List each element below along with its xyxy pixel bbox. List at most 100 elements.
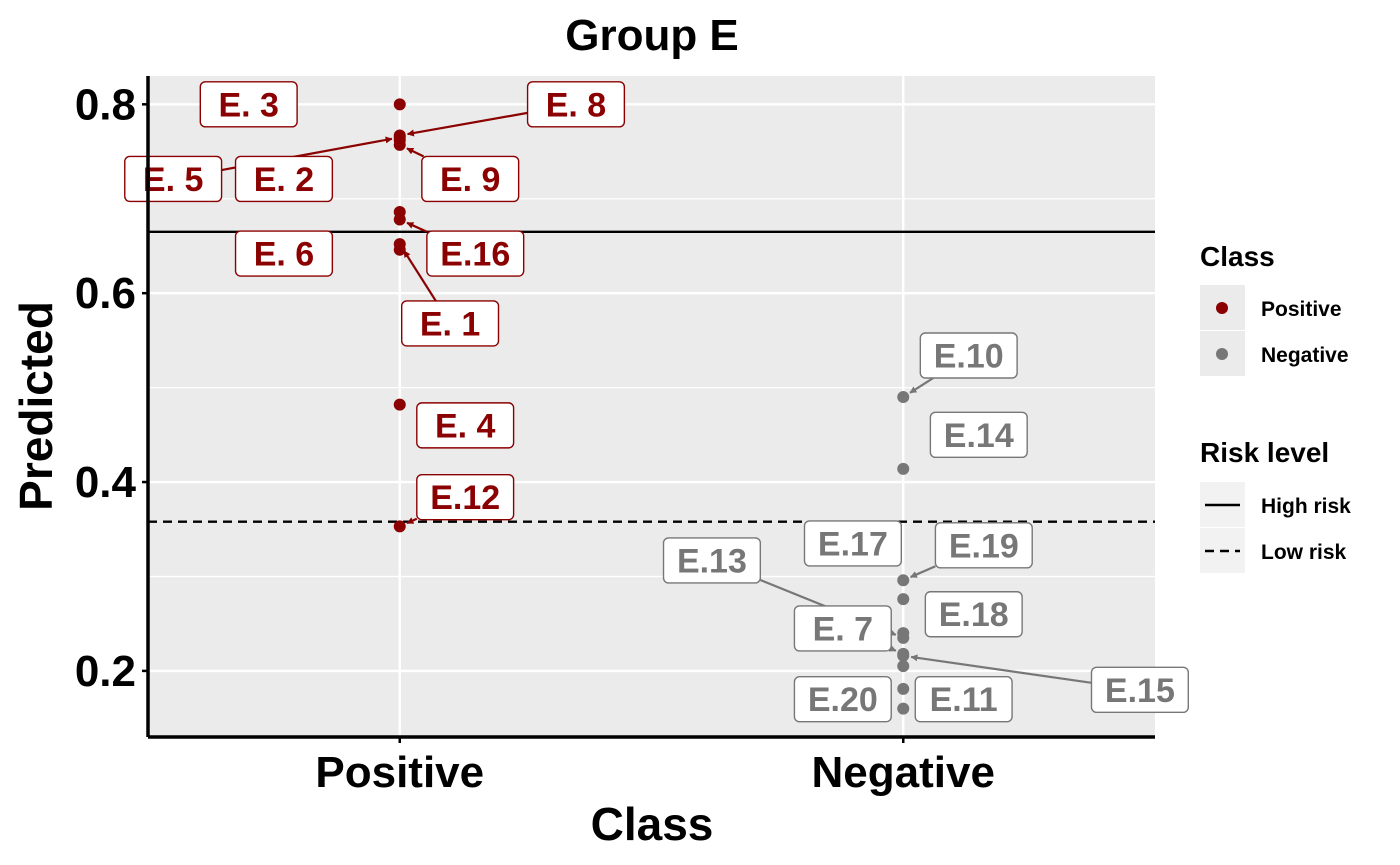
data-label-text: E.11 xyxy=(930,681,998,719)
x-tick-label-negative: Negative xyxy=(812,748,995,797)
point-e-3 xyxy=(393,98,406,111)
data-label-box xyxy=(929,411,1028,459)
legend-label-high-risk: High risk xyxy=(1261,495,1351,518)
legend-label-positive: Positive xyxy=(1261,298,1342,321)
data-label-text: E.18 xyxy=(939,596,1009,634)
data-label-e-10: E.10 xyxy=(919,332,1018,379)
connector-e-12 xyxy=(406,517,418,525)
data-label-e-18: E.18 xyxy=(924,591,1023,638)
data-label-e-8: E. 8 xyxy=(526,81,626,128)
legend-risk-title: Risk level xyxy=(1200,437,1329,468)
data-label-box xyxy=(793,676,892,723)
data-label-box xyxy=(199,81,298,128)
legend: Class Positive Negative Risk level High … xyxy=(1200,241,1351,573)
data-label-text: E.12 xyxy=(430,479,500,517)
data-label-e-19: E.19 xyxy=(934,522,1033,569)
connector-e-7 xyxy=(888,645,897,652)
axes: 0.2 0.4 0.6 0.8 Positive Negative xyxy=(75,76,1155,797)
data-label-text: E. 5 xyxy=(143,161,203,199)
data-label-box xyxy=(662,537,762,584)
data-label-box xyxy=(924,591,1023,638)
connector-e-8 xyxy=(406,111,528,137)
connector-e-10 xyxy=(909,377,934,394)
y-axis-title: Predicted xyxy=(10,301,62,511)
y-tick-label-0-2: 0.2 xyxy=(75,647,136,696)
data-label-box xyxy=(234,155,334,203)
point-e-17 xyxy=(897,593,910,606)
data-label-box xyxy=(919,332,1018,379)
connector-e-9 xyxy=(406,147,425,158)
data-label-text: E. 1 xyxy=(420,305,480,343)
data-label-e-20: E.20 xyxy=(793,676,892,723)
connector-e-15 xyxy=(910,654,1092,684)
data-label-box xyxy=(421,155,520,203)
point-e-16 xyxy=(393,213,406,226)
data-label-text: E.16 xyxy=(440,236,510,274)
x-tick-label-positive: Positive xyxy=(315,748,484,797)
legend-class-title: Class xyxy=(1200,241,1275,272)
data-label-text: E. 2 xyxy=(254,161,314,199)
data-label-text: E.13 xyxy=(677,542,747,580)
point-e-20 xyxy=(897,682,910,695)
legend-key-positive xyxy=(1216,302,1228,314)
data-label-box xyxy=(914,676,1013,723)
data-label-text: E. 9 xyxy=(440,161,500,199)
legend-key-negative xyxy=(1216,348,1228,360)
data-label-box xyxy=(934,522,1033,569)
y-tick-label-0-8: 0.8 xyxy=(75,80,136,129)
data-label-e-11: E.11 xyxy=(914,676,1013,723)
point-e-10 xyxy=(897,391,910,404)
data-label-e-9: E. 9 xyxy=(421,155,520,203)
data-label-box xyxy=(526,81,626,128)
data-label-text: E.19 xyxy=(949,527,1019,565)
point-e-4 xyxy=(393,398,406,411)
point-e-13 xyxy=(897,631,910,644)
data-label-text: E. 7 xyxy=(813,610,873,648)
connector-e-1 xyxy=(403,250,437,302)
data-label-box xyxy=(426,230,525,277)
data-label-e-6: E. 6 xyxy=(234,230,334,277)
data-label-e-5: E. 5 xyxy=(124,155,223,203)
data-label-box xyxy=(1090,666,1189,713)
data-label-box xyxy=(416,473,515,521)
point-e-11 xyxy=(897,702,910,715)
data-label-text: E. 6 xyxy=(254,236,314,274)
point-e-21 xyxy=(393,243,406,256)
connector-e-16 xyxy=(406,221,428,233)
chart-title: Group E xyxy=(565,11,739,60)
point-e-12 xyxy=(393,520,406,533)
data-label-e-14: E.14 xyxy=(929,411,1028,459)
data-points xyxy=(393,98,910,715)
data-label-box xyxy=(416,402,515,449)
data-label-text: E. 4 xyxy=(435,407,496,445)
legend-label-negative: Negative xyxy=(1261,344,1349,367)
data-label-e-12: E.12 xyxy=(416,473,515,521)
data-label-box xyxy=(401,300,500,347)
data-label-text: E.20 xyxy=(808,681,878,719)
x-axis-title: Class xyxy=(591,798,714,850)
point-e-22 xyxy=(897,660,910,673)
legend-label-low-risk: Low risk xyxy=(1261,541,1347,564)
data-label-e-13: E.13 xyxy=(662,537,762,584)
data-label-text: E.15 xyxy=(1105,672,1175,710)
data-label-e-2: E. 2 xyxy=(234,155,334,203)
data-label-e-16: E.16 xyxy=(426,230,525,277)
data-label-text: E. 8 xyxy=(546,86,606,124)
data-label-text: E.14 xyxy=(944,417,1014,455)
point-e-14 xyxy=(897,462,910,475)
data-label-e-3: E. 3 xyxy=(199,81,298,128)
data-label-text: E.17 xyxy=(818,525,888,563)
data-label-box xyxy=(793,605,892,652)
y-tick-label-0-6: 0.6 xyxy=(75,269,136,318)
connector-e-19 xyxy=(909,565,936,579)
data-label-e-1: E. 1 xyxy=(401,300,500,347)
point-e-19 xyxy=(897,574,910,587)
data-label-e-15: E.15 xyxy=(1090,666,1189,713)
point-e-15 xyxy=(897,649,910,662)
data-label-text: E. 3 xyxy=(218,86,278,124)
point-e-9 xyxy=(393,138,406,151)
data-label-e-7: E. 7 xyxy=(793,605,892,652)
data-label-box xyxy=(234,230,334,277)
data-label-e-4: E. 4 xyxy=(416,402,515,449)
